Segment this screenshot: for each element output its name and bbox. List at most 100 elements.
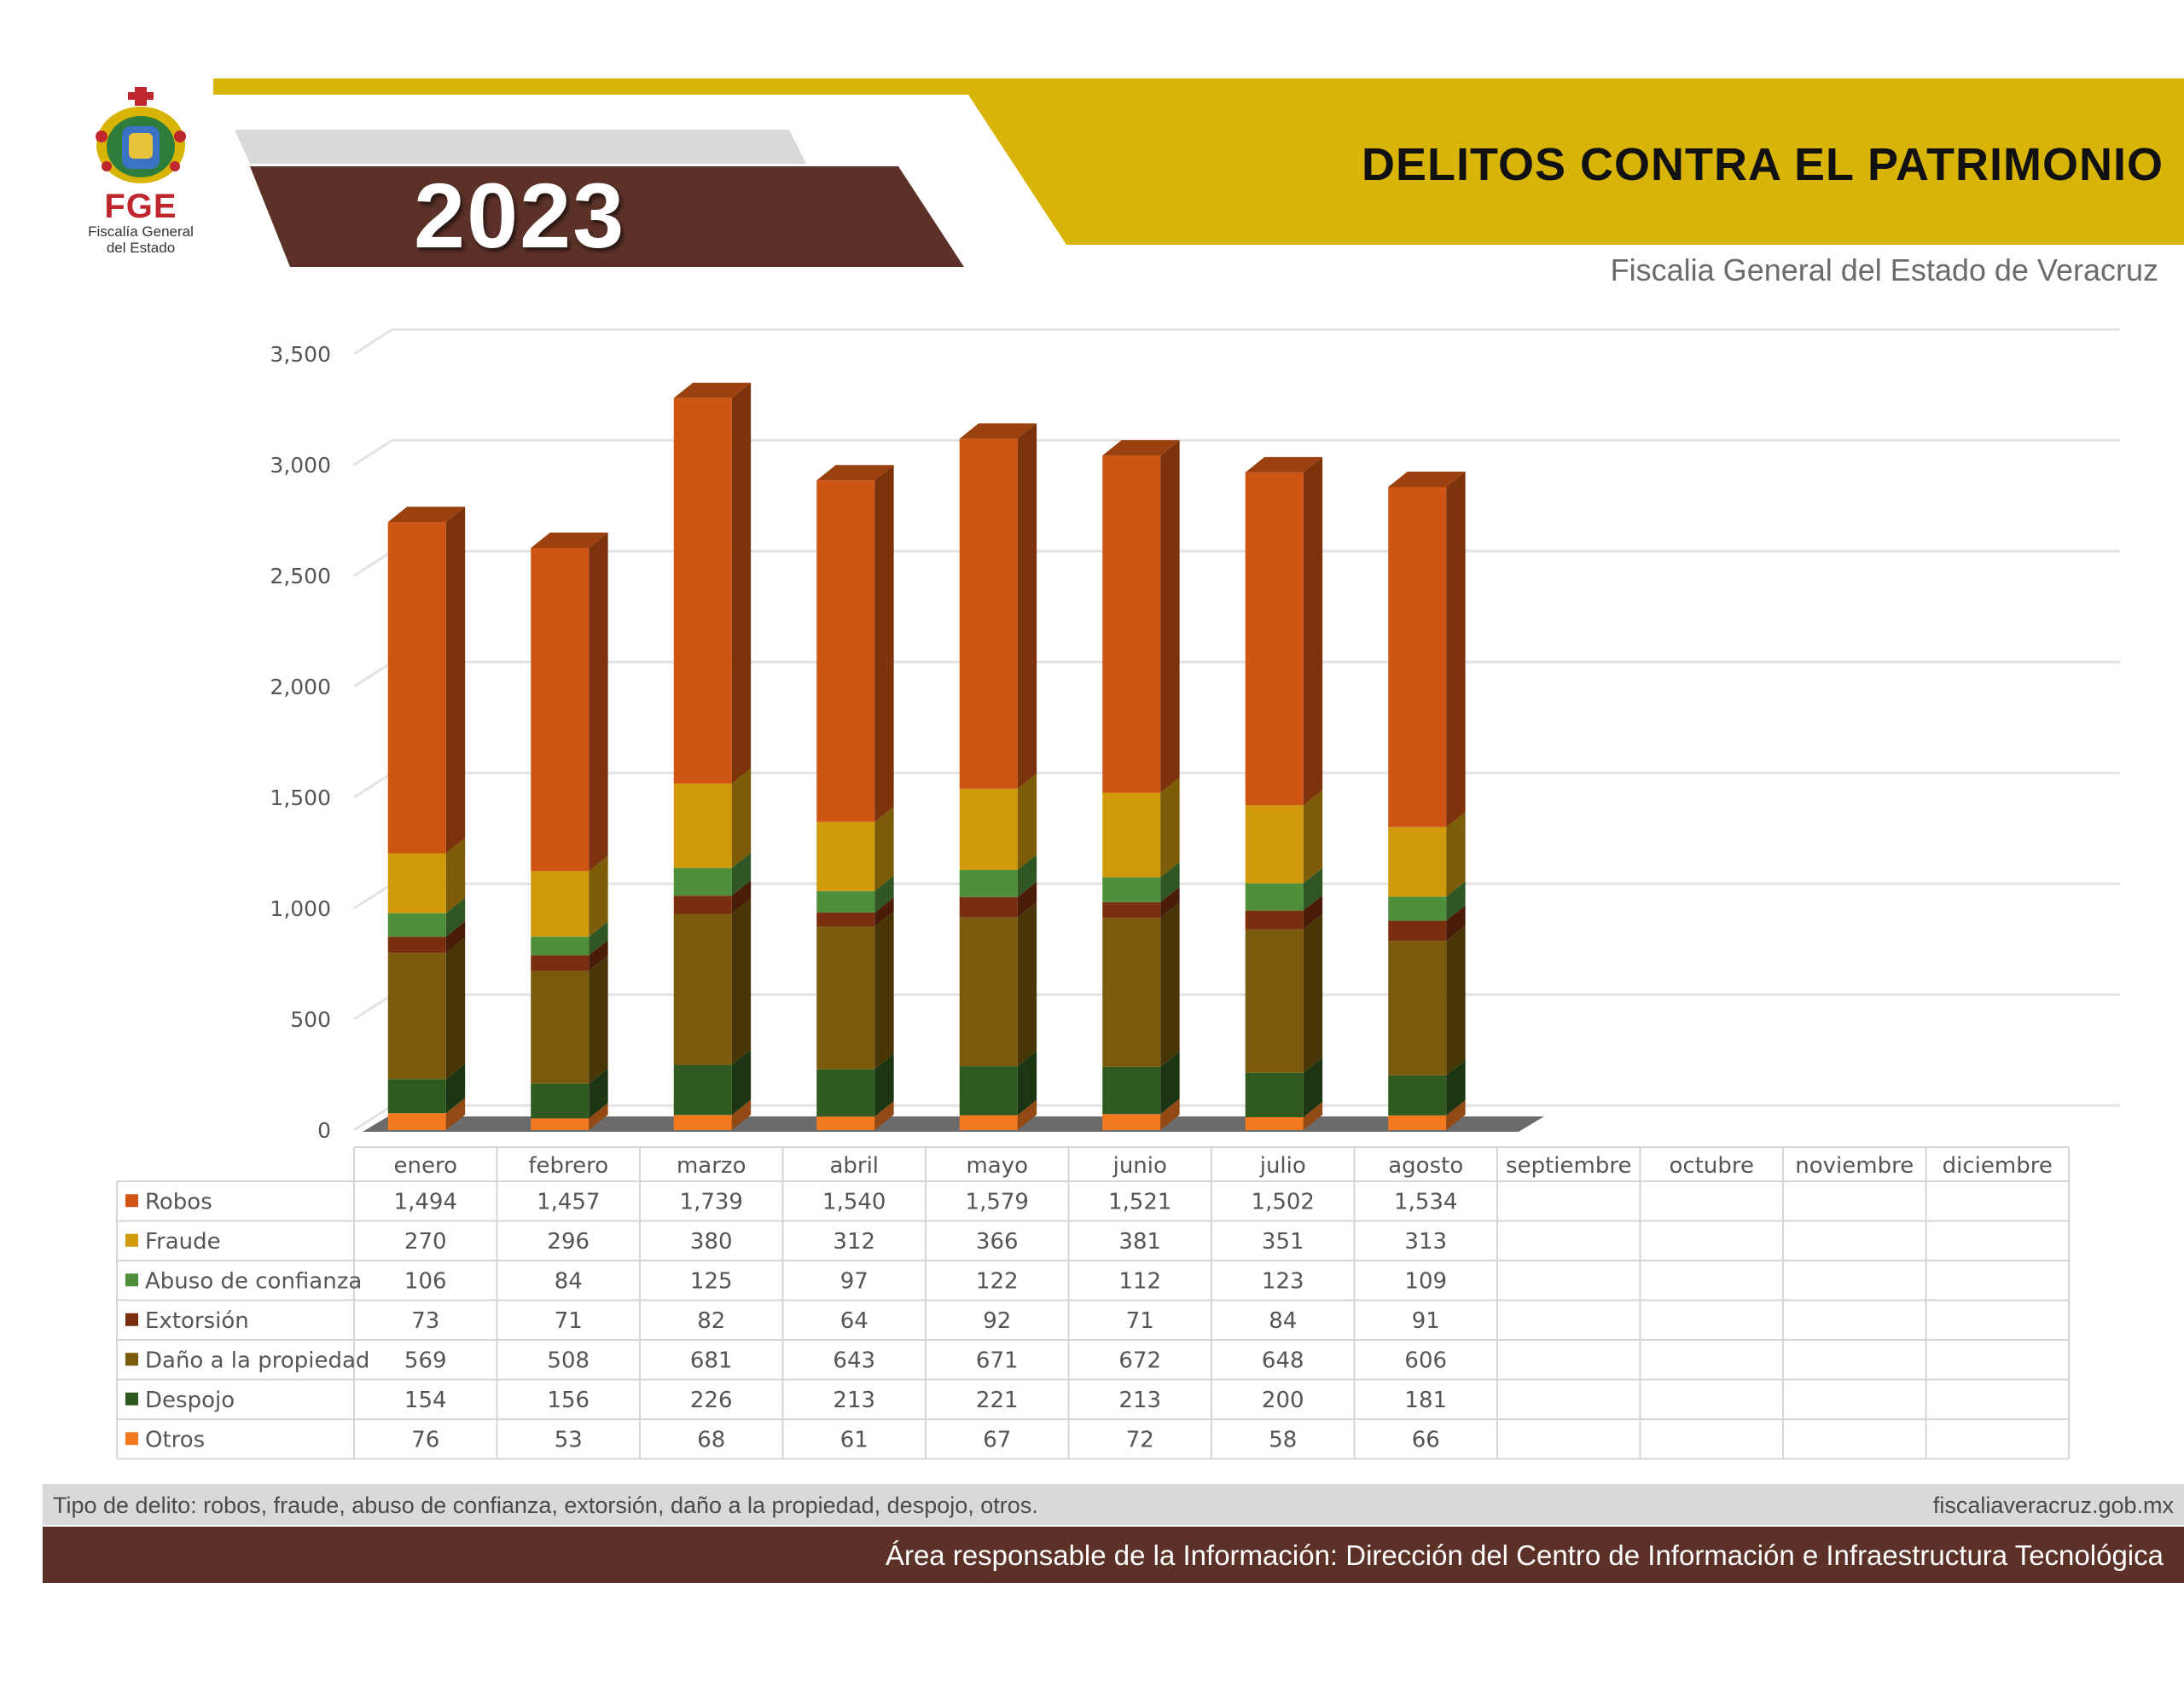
bar-segment-abuso-de-confianza [673,852,752,896]
bar-segment-fraude [1102,777,1180,878]
data-label: 508 [547,1348,590,1373]
bar-segment-daño-a-la-propiedad [959,901,1037,1067]
legend-swatch [125,1194,138,1208]
bar-front [1102,901,1161,919]
bar-side [1017,1099,1037,1130]
bar-side [731,1049,752,1116]
data-label: 643 [833,1348,875,1373]
bar-front [1102,918,1161,1067]
bar-side [1160,1051,1180,1115]
data-label: 122 [976,1268,1019,1294]
bar-segment-robos [1102,440,1180,793]
bar-side [731,1099,752,1130]
bar-segment-extorsión [816,896,894,927]
bar-front [959,1115,1018,1130]
bar-front [387,853,446,913]
bar-segment-despojo [816,1053,894,1117]
bar-side [1303,1057,1323,1117]
data-label: 64 [840,1308,868,1334]
bar-front [673,397,732,784]
bar-side [1160,861,1180,902]
bar-front [959,1066,1018,1116]
data-label: 109 [1404,1268,1447,1294]
bar-front [531,1118,590,1130]
data-table: enero febrero marzo abril mayo junio julio agos… [116,1146,2070,1460]
gold-banner [213,78,2184,245]
bar-side [589,940,608,971]
x-axis-label: septiembre [1506,1153,1631,1179]
gridline-diagonal [353,771,393,799]
bar-front [816,912,875,927]
data-label: 123 [1262,1268,1304,1294]
data-label: 1,521 [1108,1189,1171,1215]
bar-segment-daño-a-la-propiedad [816,911,894,1070]
bar-front [816,480,875,822]
bar-top [531,532,608,548]
bar-side [1303,1101,1323,1130]
bar-side [445,937,466,1080]
y-tick-label: 2,500 [270,564,331,588]
legend-label: Abuso de confianza [145,1268,362,1294]
bar-side [874,875,894,913]
bar-front [959,870,1018,897]
bar-front [959,896,1018,918]
data-label: 569 [404,1348,447,1373]
bar-front [531,548,590,872]
bar-front [673,896,732,914]
data-label: 313 [1404,1229,1447,1255]
bar-segment-abuso-de-confianza [531,921,608,956]
y-tick-label: 3,500 [270,342,331,367]
bar-side [874,465,894,822]
data-label: 1,457 [537,1189,600,1215]
data-label: 312 [833,1229,875,1255]
bar-segment-daño-a-la-propiedad [531,955,608,1084]
x-axis-label: febrero [528,1153,608,1179]
data-label: 61 [840,1427,868,1452]
bar-side [445,1064,466,1114]
bar-segment-robos [531,532,608,872]
bar-top [1388,472,1466,487]
x-axis-label: diciembre [1943,1153,2053,1179]
bar-series [387,382,1466,1130]
legend-swatch [125,1313,138,1326]
bar-segment-despojo [1245,1057,1323,1117]
bar-side [1303,895,1323,930]
data-label: 67 [983,1427,1011,1452]
bar-side [1446,925,1466,1075]
bar-front [673,1064,732,1116]
data-label: 154 [404,1388,447,1413]
bar-front [531,871,590,937]
page-subtitle: Fiscalia General del Estado de Veracruz [1610,252,2158,287]
bar-side [1446,811,1466,897]
bar-segment-robos [1245,456,1323,806]
data-label: 112 [1118,1268,1161,1294]
data-label: 681 [690,1348,733,1373]
data-label: 92 [983,1308,1011,1334]
bar-side [1017,855,1037,897]
header-banner [213,78,2184,267]
legend-swatch [125,1392,138,1406]
bar-side [445,838,466,913]
legend-label: Robos [145,1189,212,1215]
bar-segment-robos [673,382,752,784]
bar-side [1160,1099,1180,1130]
data-label: 366 [976,1229,1019,1255]
data-label: 106 [404,1268,447,1294]
bar-segment-despojo [1102,1051,1180,1115]
data-label: 606 [1404,1348,1447,1373]
bar-segment-otros [1388,1099,1466,1130]
footer-credit-bar [43,1527,2184,1583]
data-label: 1,534 [1394,1189,1457,1215]
bar-segment-extorsión [387,921,466,954]
bar-side [874,1053,894,1117]
footer-website-link[interactable]: fiscaliaveracruz.gob.mx [1932,1493,2174,1518]
coat-of-arms-icon [96,87,186,183]
data-label: 351 [1262,1229,1304,1255]
bar-front [1388,826,1447,897]
data-label: 381 [1118,1229,1161,1255]
bar-segment-daño-a-la-propiedad [673,898,752,1065]
bar-segment-abuso-de-confianza [816,875,894,913]
bar-segment-fraude [816,806,894,891]
bar-side [1446,472,1466,827]
bar-side [589,1103,608,1130]
